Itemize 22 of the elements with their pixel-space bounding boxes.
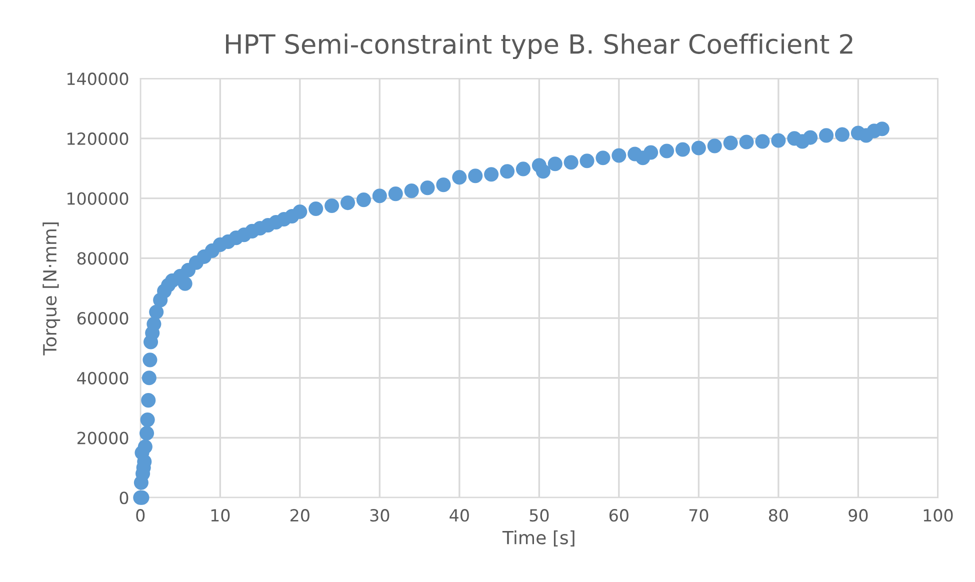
x-tick-label: 30 (370, 509, 390, 522)
x-axis-title: Time [s] (502, 530, 574, 547)
x-tick-label: 70 (689, 509, 708, 522)
y-tick-label: 80000 (77, 252, 128, 265)
y-tick-label: 20000 (77, 432, 128, 444)
y-tick-label: 100000 (67, 192, 128, 205)
y-tick-label: 60000 (77, 312, 128, 325)
x-tick-label: 40 (450, 509, 469, 522)
x-tick-label: 10 (211, 509, 230, 522)
x-tick-label: 50 (530, 509, 549, 522)
y-tick-label: 40000 (77, 372, 128, 384)
chart-title: HPT Semi-constraint type B. Shear Coefficient 2 (226, 34, 852, 60)
x-tick-label: 0 (136, 509, 145, 522)
y-tick-label: 140000 (67, 72, 128, 86)
x-tick-label: 90 (848, 509, 868, 522)
y-tick-label: 0 (120, 492, 128, 504)
x-tick-label: 80 (768, 509, 788, 522)
x-tick-label: 100 (924, 509, 953, 522)
x-tick-label: 60 (609, 509, 628, 522)
x-tick-label: 20 (290, 509, 310, 522)
y-tick-label: 120000 (67, 132, 128, 145)
y-axis-title: Torque [N·mm] (42, 222, 60, 356)
